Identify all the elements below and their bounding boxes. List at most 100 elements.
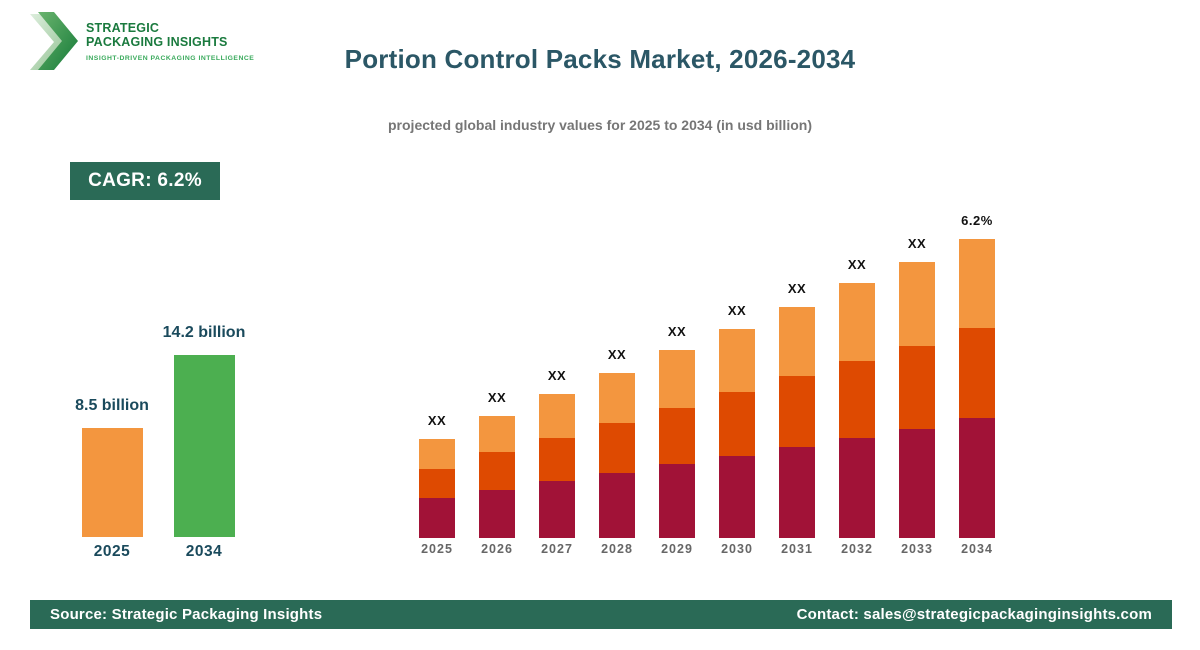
stacked-bar-area: XX — [587, 205, 647, 538]
stacked-bar-column: 6.2% 2034 — [947, 205, 1007, 560]
segment-top — [479, 416, 515, 452]
segment-top — [779, 307, 815, 376]
stacked-bar-year-label: 2034 — [961, 542, 993, 556]
stacked-bar-column: XX 2025 — [407, 205, 467, 560]
footer-contact: Contact: sales@strategicpackaginginsight… — [796, 606, 1152, 623]
mini-bar-year-label: 2034 — [185, 542, 223, 560]
mini-bar-column: 14.2 billion 2034 — [158, 320, 250, 562]
segment-top — [599, 373, 635, 423]
stacked-bar-top-label: 6.2% — [961, 213, 993, 228]
stacked-bar-year-label: 2027 — [541, 542, 573, 556]
brand-tagline: INSIGHT-DRIVEN PACKAGING INTELLIGENCE — [86, 55, 255, 62]
stacked-bar-top-label: XX — [547, 368, 567, 383]
cagr-badge: CAGR: 6.2% — [70, 162, 220, 200]
segment-top — [659, 350, 695, 408]
segment-bottom — [959, 418, 995, 538]
segment-middle — [659, 408, 695, 464]
segment-middle — [599, 423, 635, 473]
stacked-bar — [539, 394, 575, 538]
stacked-bar-column: XX 2028 — [587, 205, 647, 560]
yearly-stacked-chart: XX 2025 XX 2026 XX 2027 XX 2028 XX 2029 XX 2030 XX 20… — [407, 205, 1007, 560]
segment-top — [959, 239, 995, 328]
segment-top — [839, 283, 875, 361]
segment-middle — [539, 438, 575, 481]
segment-top — [419, 439, 455, 469]
brand-name-line1: STRATEGIC — [86, 21, 160, 35]
stacked-bar-column: XX 2026 — [467, 205, 527, 560]
stacked-bar-year-label: 2028 — [601, 542, 633, 556]
segment-bottom — [599, 473, 635, 538]
stacked-bar-column: XX 2032 — [827, 205, 887, 560]
mini-bar — [173, 354, 235, 537]
stacked-bar-top-label: XX — [907, 236, 927, 251]
stacked-bar-column: XX 2030 — [707, 205, 767, 560]
stacked-bar-year-label: 2029 — [661, 542, 693, 556]
stacked-bar-year-label: 2032 — [841, 542, 873, 556]
segment-bottom — [659, 464, 695, 538]
segment-bottom — [899, 429, 935, 538]
stacked-bar — [719, 329, 755, 538]
stacked-bar-area: XX — [407, 205, 467, 538]
brand-logo: STRATEGIC PACKAGING INSIGHTS INSIGHT-DRI… — [30, 12, 254, 72]
stacked-bar-area: XX — [887, 205, 947, 538]
stacked-bar-area: 6.2% — [947, 205, 1007, 538]
mini-bar-year-label: 2025 — [93, 542, 131, 560]
segment-middle — [899, 346, 935, 429]
mini-bar-column: 8.5 billion 2025 — [66, 320, 158, 562]
footer-source: Source: Strategic Packaging Insights — [50, 606, 323, 623]
stacked-bar-top-label: XX — [847, 257, 867, 272]
segment-middle — [719, 392, 755, 456]
segment-bottom — [479, 490, 515, 538]
mini-bar — [81, 427, 143, 537]
segment-top — [539, 394, 575, 438]
brand-name-line2: PACKAGING INSIGHTS — [86, 35, 228, 49]
segment-top — [899, 262, 935, 346]
stacked-bar-top-label: XX — [787, 281, 807, 296]
summary-growth-chart: 8.5 billion 2025 14.2 billion 2034 — [66, 320, 250, 562]
stacked-bar-column: XX 2029 — [647, 205, 707, 560]
brand-chevron-icon — [30, 12, 78, 70]
stacked-bar — [479, 416, 515, 538]
stacked-bar-area: XX — [767, 205, 827, 538]
stacked-bar — [899, 262, 935, 538]
page-title: Portion Control Packs Market, 2026-2034 — [344, 44, 856, 74]
stacked-bar-column: XX 2027 — [527, 205, 587, 560]
segment-bottom — [539, 481, 575, 538]
segment-top — [719, 329, 755, 392]
stacked-bar — [419, 439, 455, 538]
stacked-bar-area: XX — [647, 205, 707, 538]
stacked-bar-column: XX 2031 — [767, 205, 827, 560]
footer-bar: Source: Strategic Packaging Insights Con… — [30, 600, 1172, 629]
stacked-bar-area: XX — [527, 205, 587, 538]
brand-text: STRATEGIC PACKAGING INSIGHTS INSIGHT-DRI… — [86, 12, 254, 62]
segment-bottom — [719, 456, 755, 538]
segment-bottom — [839, 438, 875, 538]
stacked-bar — [839, 283, 875, 538]
stacked-bar-column: XX 2033 — [887, 205, 947, 560]
stacked-bar-year-label: 2033 — [901, 542, 933, 556]
stacked-bar-year-label: 2025 — [421, 542, 453, 556]
mini-bar-value-label: 14.2 billion — [162, 323, 246, 341]
page-subtitle: projected global industry values for 202… — [388, 117, 812, 133]
stacked-bar-top-label: XX — [487, 390, 507, 405]
segment-middle — [419, 469, 455, 498]
stacked-bar-top-label: XX — [667, 324, 687, 339]
stacked-bar — [779, 307, 815, 538]
mini-bar-area: 8.5 billion — [66, 320, 158, 537]
stacked-bar — [959, 239, 995, 538]
stacked-bar-year-label: 2030 — [721, 542, 753, 556]
stacked-bar-area: XX — [707, 205, 767, 538]
segment-middle — [959, 328, 995, 418]
segment-bottom — [419, 498, 455, 538]
stacked-bar — [599, 373, 635, 538]
stacked-bar-top-label: XX — [607, 347, 627, 362]
segment-middle — [839, 361, 875, 438]
segment-middle — [779, 376, 815, 447]
stacked-bar-top-label: XX — [727, 303, 747, 318]
stacked-bar-year-label: 2031 — [781, 542, 813, 556]
mini-bar-value-label: 8.5 billion — [75, 396, 149, 414]
stacked-bar-top-label: XX — [427, 413, 447, 428]
stacked-bar — [659, 350, 695, 538]
segment-bottom — [779, 447, 815, 538]
